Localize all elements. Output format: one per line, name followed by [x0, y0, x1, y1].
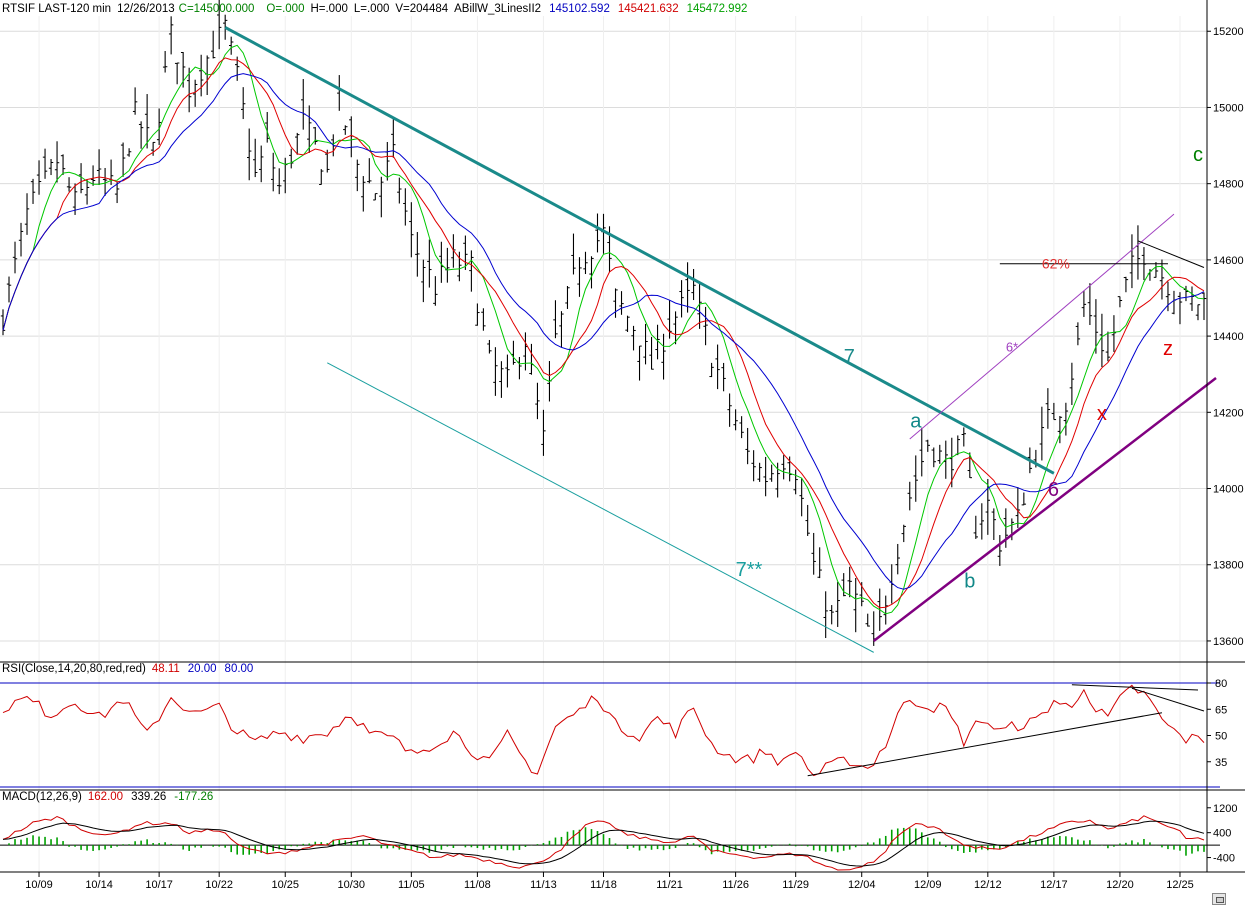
macd-layer	[0, 815, 1220, 871]
close-label: C=145000.000	[179, 3, 255, 15]
trendline	[1137, 240, 1205, 268]
x-tick-label: 10/14	[85, 879, 113, 891]
moving-average-line	[2, 44, 1205, 615]
rsi-line	[2, 684, 1205, 777]
x-tick-label: 12/20	[1106, 879, 1134, 891]
moving-average-line	[2, 57, 1205, 609]
rsi-label: RSI(Close,14,20,80,red,red)	[2, 663, 146, 675]
x-tick-label: 11/29	[782, 879, 809, 891]
macd-header: MACD(12,26,9) 162.00 339.26 -177.26	[2, 791, 213, 803]
macd-signal-line	[2, 820, 1205, 867]
rsi-tick-label: 50	[1215, 731, 1227, 743]
trendline-label: 7**	[736, 559, 763, 581]
rsi-lower: 20.00	[188, 663, 217, 675]
symbol-label: RTSIF LAST-120 min	[2, 3, 111, 15]
trendline	[224, 26, 1055, 475]
wave-label: z	[1163, 338, 1173, 360]
macd-tick-label: 1200	[1213, 803, 1237, 815]
price-tick-label: 14000	[1213, 484, 1244, 496]
rsi-tick-label: 35	[1215, 757, 1227, 769]
price-tick-label: 14800	[1213, 179, 1244, 191]
wave-label: c	[1193, 144, 1203, 166]
x-tick-label: 10/09	[25, 879, 53, 891]
x-tick-label: 12/12	[974, 879, 1002, 891]
study-line3-value: 145472.992	[687, 3, 748, 15]
x-tick-label: 10/30	[338, 879, 366, 891]
rsi-trendline	[1131, 687, 1205, 712]
rsi-trendline	[807, 712, 1163, 777]
x-tick-label: 10/25	[271, 879, 299, 891]
trendline-label: 7	[844, 346, 855, 368]
rsi-upper: 80.00	[225, 663, 254, 675]
x-tick-label: 10/17	[145, 879, 173, 891]
wave-label: x	[1097, 403, 1107, 425]
rsi-layer	[0, 682, 1220, 788]
date-label: 12/26/2013	[117, 3, 175, 15]
rsi-tick-label: 65	[1215, 704, 1227, 716]
moving-average-line	[2, 73, 1205, 590]
rsi-trendline	[1071, 684, 1199, 691]
rsi-tick-label: 80	[1215, 678, 1227, 690]
x-tick-label: 11/18	[590, 879, 617, 891]
overlay-layer: 7 7** 6 6* 62% a b c x z	[224, 26, 1217, 653]
trendline	[909, 213, 1175, 440]
trendline	[872, 377, 1217, 642]
macd-tick-label: -400	[1213, 853, 1235, 865]
study-line2-value: 145421.632	[618, 3, 679, 15]
macd-label: MACD(12,26,9)	[2, 791, 82, 803]
low-label: L=.000	[354, 3, 390, 15]
study-label: ABillW_3LinesII2	[454, 3, 541, 15]
rsi-value: 48.11	[152, 663, 180, 675]
macd-signal: 339.26	[131, 791, 166, 803]
wave-label: b	[964, 571, 975, 593]
macd-value: 162.00	[88, 791, 123, 803]
retracement-level-label: 62%	[1042, 256, 1070, 272]
price-tick-label: 14400	[1213, 331, 1244, 343]
x-tick-label: 12/17	[1040, 879, 1068, 891]
x-tick-label: 12/09	[914, 879, 942, 891]
price-layer	[0, 0, 1207, 646]
open-label: O=.000	[266, 3, 304, 15]
macd-hist: -177.26	[174, 791, 213, 803]
x-tick-label: 12/25	[1166, 879, 1194, 891]
scroll-button[interactable]	[1212, 893, 1226, 905]
x-tick-label: 11/05	[398, 879, 425, 891]
wave-label: a	[910, 411, 922, 433]
x-tick-label: 11/21	[656, 879, 683, 891]
price-tick-label: 13800	[1213, 560, 1244, 572]
rsi-header: RSI(Close,14,20,80,red,red) 48.11 20.00 80.…	[2, 663, 253, 675]
price-tick-label: 13600	[1213, 636, 1244, 648]
x-tick-label: 12/04	[848, 879, 876, 891]
x-tick-label: 11/26	[722, 879, 749, 891]
x-tick-label: 10/22	[205, 879, 233, 891]
study-line1-value: 145102.592	[549, 3, 610, 15]
x-tick-label: 11/13	[530, 879, 557, 891]
price-tick-label: 14200	[1213, 407, 1244, 419]
trendline	[327, 362, 874, 653]
price-tick-label: 14600	[1213, 255, 1244, 267]
price-tick-label: 15000	[1213, 102, 1244, 114]
macd-tick-label: 400	[1213, 828, 1231, 840]
macd-line	[2, 815, 1205, 871]
chart-header: RTSIF LAST-120 min 12/26/2013 C=145000.000…	[2, 3, 747, 15]
trendline-label: 6*	[1006, 339, 1018, 354]
trendline-label: 6	[1048, 479, 1059, 501]
price-tick-label: 15200	[1213, 26, 1244, 38]
volume-label: V=204484	[395, 3, 448, 15]
scroll-grip-icon	[1216, 897, 1224, 903]
x-tick-label: 11/08	[464, 879, 491, 891]
high-label: H=.000	[310, 3, 347, 15]
